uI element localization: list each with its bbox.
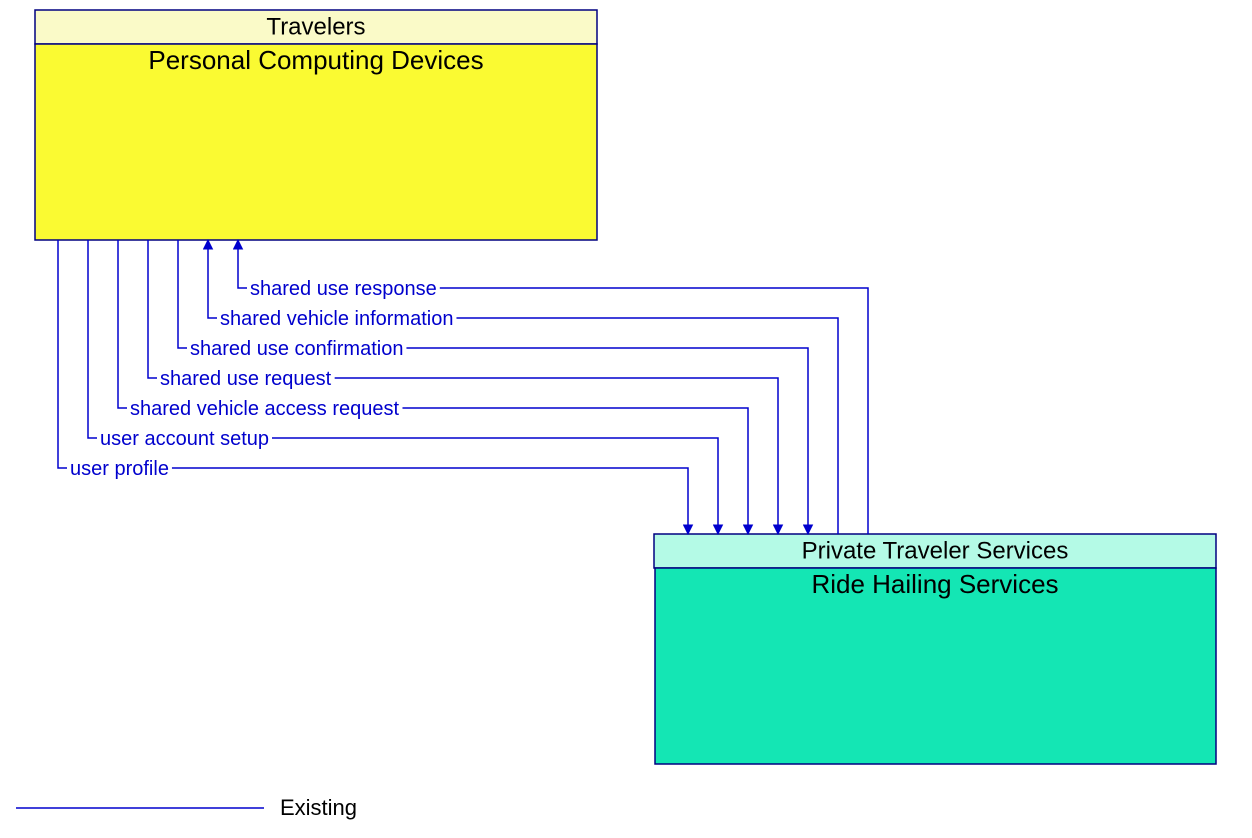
flow-label-text-6: user profile [70,458,169,480]
flow-label-4: shared vehicle access request [127,396,402,422]
flow-label-text-4: shared vehicle access request [130,398,399,420]
node-pts-body: Ride Hailing Services [811,569,1058,599]
flow-label-text-2: shared use confirmation [190,338,403,360]
flow-label-3: shared use request [157,366,335,392]
flow-label-text-3: shared use request [160,368,332,390]
flow-label-0: shared use response [247,276,440,302]
node-pts-header: Private Traveler Services [802,537,1069,564]
flow-label-1: shared vehicle information [217,306,456,332]
flow-label-6: user profile [67,456,172,482]
flow-labels: shared use response shared vehicle inform… [67,276,456,482]
flow-label-text-0: shared use response [250,278,437,300]
node-travelers-header: Travelers [266,13,365,40]
legend: Existing [16,795,357,820]
node-private-traveler-services: Private Traveler Services Ride Hailing Se… [654,534,1216,764]
flow-label-2: shared use confirmation [187,336,406,362]
flow-label-5: user account setup [97,426,272,452]
flow-label-text-5: user account setup [100,428,269,450]
node-travelers-body: Personal Computing Devices [148,45,483,75]
flow-label-text-1: shared vehicle information [220,308,453,330]
legend-label: Existing [280,795,357,820]
node-travelers: Travelers Personal Computing Devices [35,10,597,240]
